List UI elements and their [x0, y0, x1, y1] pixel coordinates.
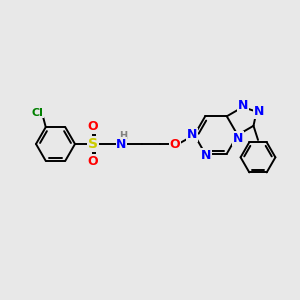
Text: N: N — [238, 99, 248, 112]
Text: N: N — [233, 132, 243, 145]
Text: O: O — [88, 155, 98, 168]
Text: O: O — [169, 137, 180, 151]
Text: O: O — [88, 120, 98, 133]
Text: Cl: Cl — [32, 108, 44, 118]
Text: S: S — [88, 137, 98, 151]
Text: N: N — [187, 128, 197, 142]
Text: N: N — [254, 105, 264, 118]
Text: H: H — [119, 130, 128, 141]
Text: N: N — [116, 137, 127, 151]
Text: N: N — [201, 149, 211, 162]
